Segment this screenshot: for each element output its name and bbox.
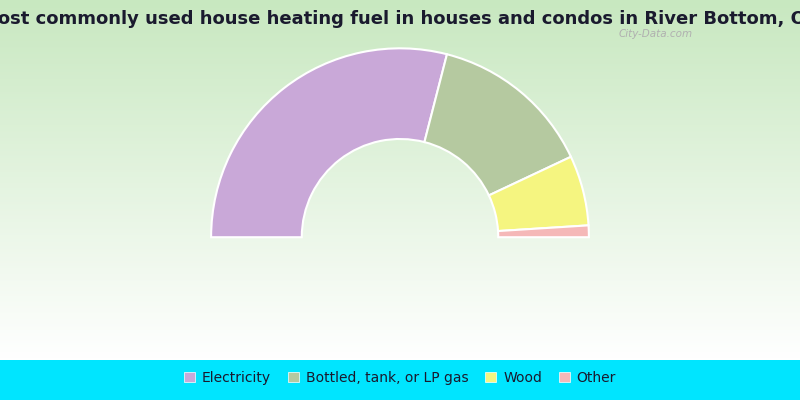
- Wedge shape: [489, 157, 589, 231]
- Legend: Electricity, Bottled, tank, or LP gas, Wood, Other: Electricity, Bottled, tank, or LP gas, W…: [178, 366, 622, 390]
- Text: Most commonly used house heating fuel in houses and condos in River Bottom, OK: Most commonly used house heating fuel in…: [0, 10, 800, 28]
- Wedge shape: [498, 225, 589, 237]
- Wedge shape: [425, 54, 571, 196]
- Wedge shape: [211, 48, 447, 237]
- Text: City-Data.com: City-Data.com: [618, 30, 693, 40]
